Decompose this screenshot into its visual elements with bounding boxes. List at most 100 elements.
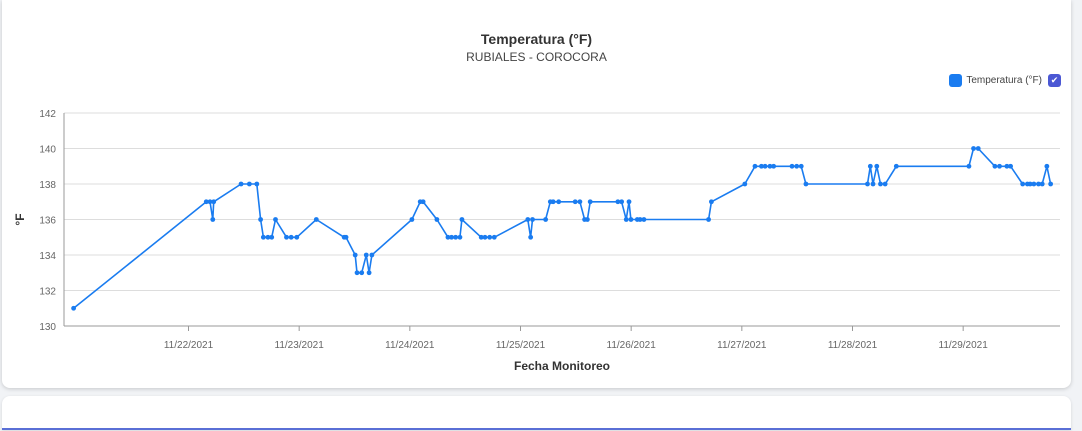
data-point	[457, 234, 463, 240]
data-point	[525, 217, 531, 222]
data-point	[294, 234, 300, 240]
data-point	[626, 199, 632, 205]
data-point	[706, 217, 711, 222]
y-tick-label: 134	[39, 251, 56, 262]
x-axis-title: Fecha Monitoreo	[514, 359, 610, 373]
data-point	[584, 217, 590, 222]
data-point	[246, 181, 252, 187]
data-point	[803, 181, 809, 187]
data-point	[265, 234, 271, 240]
data-point	[434, 217, 440, 222]
data-point	[288, 234, 294, 240]
data-point	[619, 199, 625, 205]
data-point	[203, 199, 209, 205]
data-point	[487, 234, 493, 240]
x-tick-label: 11/23/2021	[275, 340, 325, 351]
y-axis-title: °F	[13, 213, 27, 225]
data-point	[284, 234, 289, 240]
data-point	[1044, 163, 1050, 169]
data-point	[1048, 181, 1054, 187]
data-point	[637, 217, 643, 222]
data-point	[459, 217, 465, 222]
data-point	[273, 217, 278, 222]
data-point	[762, 163, 768, 169]
secondary-card	[2, 396, 1071, 430]
data-point	[71, 305, 77, 311]
data-point	[893, 163, 899, 169]
legend-check-icon[interactable]: ✔	[1048, 74, 1061, 87]
x-tick-label: 11/26/2021	[607, 340, 657, 351]
data-point	[709, 199, 714, 205]
data-point	[752, 163, 758, 169]
data-point	[789, 163, 795, 169]
data-point	[352, 252, 358, 258]
data-point	[771, 163, 777, 169]
data-point	[767, 163, 773, 169]
chart-subtitle: RUBIALES - COROCORA	[466, 50, 607, 64]
x-tick-label: 11/22/2021	[164, 340, 214, 351]
y-tick-label: 140	[39, 145, 56, 156]
legend-swatch	[949, 74, 963, 87]
data-point	[1036, 181, 1041, 187]
data-point	[1039, 181, 1045, 187]
data-point	[1031, 181, 1037, 187]
data-point	[1008, 163, 1013, 169]
data-point	[742, 181, 748, 187]
x-tick-label: 11/25/2021	[496, 340, 546, 351]
data-point	[641, 217, 647, 222]
x-tick-label: 11/29/2021	[939, 340, 989, 351]
data-point	[210, 217, 216, 222]
data-point	[874, 163, 880, 169]
data-point	[615, 199, 621, 205]
data-point	[865, 181, 870, 187]
data-point	[260, 234, 266, 240]
data-point	[577, 199, 583, 205]
data-point	[269, 234, 275, 240]
data-point	[975, 146, 981, 151]
data-point	[238, 181, 244, 187]
data-point	[759, 163, 764, 169]
data-point	[359, 270, 365, 276]
data-point	[543, 217, 549, 222]
data-point	[343, 234, 349, 240]
data-point	[623, 217, 629, 222]
data-point	[530, 217, 535, 222]
data-point	[1004, 163, 1010, 169]
data-point	[313, 217, 319, 222]
data-point	[491, 234, 497, 240]
data-point	[798, 163, 804, 169]
data-point	[628, 217, 634, 222]
data-point	[207, 199, 213, 205]
data-point	[550, 199, 556, 205]
data-point	[992, 163, 998, 169]
legend[interactable]: Temperatura (°F) ✔	[949, 74, 1061, 87]
data-point	[867, 163, 873, 169]
data-point	[482, 234, 488, 240]
data-point	[997, 163, 1002, 169]
y-tick-label: 130	[39, 322, 56, 333]
data-point	[363, 252, 369, 258]
chart-title: Temperatura (°F)	[480, 31, 593, 47]
data-point	[1027, 181, 1033, 187]
data-point	[971, 146, 976, 151]
y-tick-label: 142	[39, 109, 56, 120]
data-point	[478, 234, 484, 240]
data-point	[258, 217, 263, 222]
data-point	[870, 181, 876, 187]
data-point	[587, 199, 593, 205]
data-point	[211, 199, 217, 205]
data-point	[453, 234, 459, 240]
y-tick-label: 136	[39, 216, 56, 227]
x-tick-label: 11/28/2021	[828, 340, 878, 351]
x-tick-label: 11/24/2021	[385, 340, 435, 351]
data-point	[794, 163, 800, 169]
data-point	[966, 163, 972, 169]
y-tick-label: 138	[39, 180, 56, 191]
y-tick-label: 132	[39, 287, 56, 298]
data-point	[409, 217, 415, 222]
data-point	[369, 252, 375, 258]
data-point	[882, 181, 888, 187]
data-point	[366, 270, 372, 276]
data-point	[449, 234, 454, 240]
